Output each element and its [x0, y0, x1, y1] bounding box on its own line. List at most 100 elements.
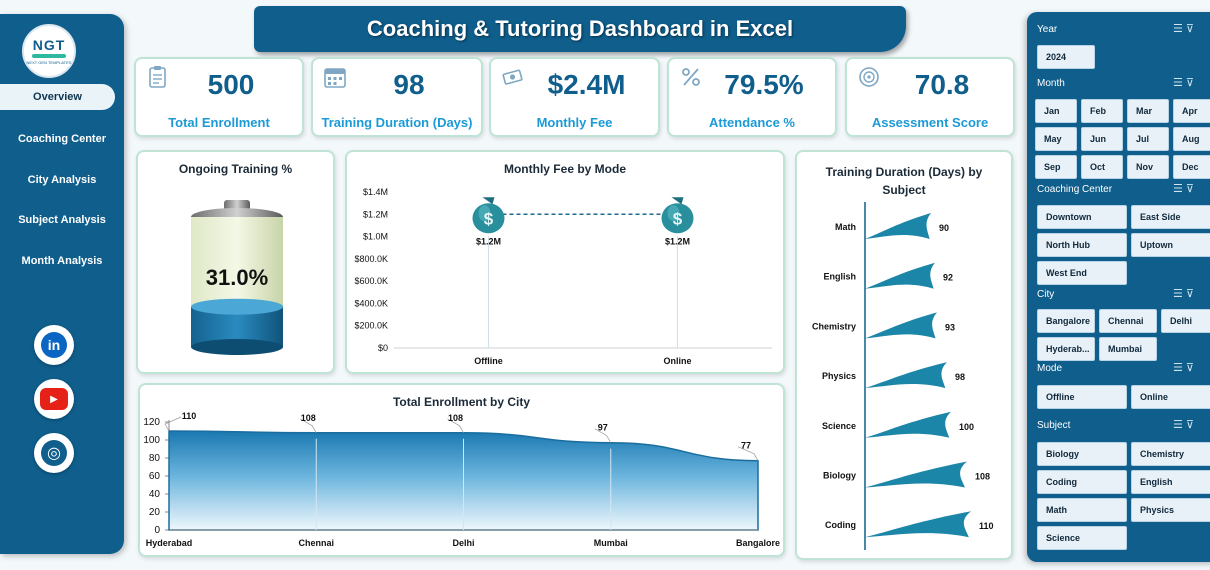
slicer-center-east-side[interactable]: East Side — [1131, 205, 1210, 229]
website-button[interactable]: ◎ — [34, 433, 74, 473]
slicer-month-jul[interactable]: Jul — [1127, 127, 1169, 151]
duration-bar — [865, 461, 967, 488]
kpi-value: 500 — [207, 69, 255, 100]
duration-bar — [865, 312, 937, 339]
battery-gauge: 31.0% — [191, 200, 283, 355]
x-tick-label: Delhi — [452, 538, 474, 548]
duration-bar — [865, 511, 971, 538]
data-label: 97 — [598, 423, 608, 433]
data-label: 92 — [943, 273, 953, 283]
slicer-city-chennai[interactable]: Chennai — [1099, 309, 1157, 333]
slicer-panel: Year ☰ ⊽ 2024 Month ☰ ⊽ Jan Feb Mar Apr May J… — [1027, 12, 1210, 562]
data-label: 110 — [182, 411, 197, 421]
globe-icon: ◎ — [41, 440, 67, 466]
y-tick-label: $1.0M — [363, 232, 388, 242]
kpi-total-enrollment: 500 Total Enrollment — [134, 57, 304, 137]
data-label: 108 — [301, 413, 316, 423]
data-label: 77 — [741, 441, 751, 451]
x-tick-label: Mumbai — [594, 538, 628, 548]
svg-text:$: $ — [484, 209, 494, 228]
category-label: Coding — [825, 520, 856, 530]
y-tick-label: 100 — [143, 435, 160, 446]
duration-bar — [865, 411, 951, 438]
multiselect-filter-icon[interactable]: ☰ ⊽ — [1173, 183, 1194, 195]
data-label: 108 — [975, 472, 990, 482]
slicer-subject-math[interactable]: Math — [1037, 498, 1127, 522]
slicer-city-delhi[interactable]: Delhi — [1161, 309, 1210, 333]
multiselect-filter-icon[interactable]: ☰ ⊽ — [1173, 77, 1194, 89]
nav-subject-analysis[interactable]: Subject Analysis — [18, 214, 106, 226]
slicer-center-uptown[interactable]: Uptown — [1131, 233, 1210, 257]
nav-overview[interactable]: Overview — [0, 84, 115, 110]
nav-city-analysis[interactable]: City Analysis — [27, 174, 97, 186]
x-tick-label: Hyderabad — [146, 538, 193, 548]
x-tick-label: Online — [663, 356, 691, 366]
y-tick-label: $400.0K — [354, 298, 388, 308]
multiselect-filter-icon[interactable]: ☰ ⊽ — [1173, 288, 1194, 300]
nav-month-analysis[interactable]: Month Analysis — [21, 255, 103, 267]
kpi-assessment-score: 70.8 Assessment Score — [845, 57, 1015, 137]
slicer-city-mumbai[interactable]: Mumbai — [1099, 337, 1157, 361]
ongoing-training-card: Ongoing Training % 31.0% — [136, 150, 335, 374]
nav-coaching-center[interactable]: Coaching Center — [17, 133, 106, 145]
slicer-month-may[interactable]: May — [1035, 127, 1077, 151]
slicer-subject-english[interactable]: English — [1131, 470, 1210, 494]
data-label: 100 — [959, 422, 974, 432]
slicer-city-bangalore[interactable]: Bangalore — [1037, 309, 1095, 333]
kpi-value: 98 — [393, 69, 425, 100]
slicer-center-west-end[interactable]: West End — [1037, 261, 1127, 285]
youtube-button[interactable]: ▶ — [34, 379, 74, 419]
slicer-month-mar[interactable]: Mar — [1127, 99, 1169, 123]
slicer-month-sep[interactable]: Sep — [1035, 155, 1077, 179]
slicer-center-downtown[interactable]: Downtown — [1037, 205, 1127, 229]
multiselect-filter-icon[interactable]: ☰ ⊽ — [1173, 362, 1194, 374]
y-tick-label: $1.4M — [363, 187, 388, 197]
slicer-city-label: City — [1037, 289, 1055, 300]
slicer-mode-label: Mode — [1037, 363, 1063, 374]
y-tick-label: $800.0K — [354, 254, 388, 264]
y-tick-label: 20 — [149, 507, 161, 518]
linkedin-button[interactable]: in — [34, 325, 74, 365]
x-tick-label: Offline — [474, 356, 503, 366]
logo-subtext: NEXT GEN TEMPLATES — [26, 60, 72, 65]
slicer-subject-coding[interactable]: Coding — [1037, 470, 1127, 494]
score-icon — [859, 67, 879, 87]
slicer-month-nov[interactable]: Nov — [1127, 155, 1169, 179]
slicer-subject-biology[interactable]: Biology — [1037, 442, 1127, 466]
youtube-icon: ▶ — [40, 388, 68, 410]
slicer-month-jan[interactable]: Jan — [1035, 99, 1077, 123]
slicer-mode-offline[interactable]: Offline — [1037, 385, 1127, 409]
kpi-monthly-fee: $2.4M Monthly Fee — [489, 57, 660, 137]
data-label: $1.2M — [476, 236, 501, 246]
kpi-training-duration: 98 Training Duration (Days) — [311, 57, 483, 137]
slicer-mode-online[interactable]: Online — [1131, 385, 1210, 409]
slicer-month-oct[interactable]: Oct — [1081, 155, 1123, 179]
slicer-center-north-hub[interactable]: North Hub — [1037, 233, 1127, 257]
slicer-month-dec[interactable]: Dec — [1173, 155, 1210, 179]
slicer-month-apr[interactable]: Apr — [1173, 99, 1210, 123]
label-leader — [300, 418, 317, 433]
enrollment-city-card: Total Enrollment by City 0 20 40 60 80 100 120… — [138, 383, 785, 557]
slicer-month-feb[interactable]: Feb — [1081, 99, 1123, 123]
slicer-month-jun[interactable]: Jun — [1081, 127, 1123, 151]
kpi-label: Attendance % — [709, 115, 795, 130]
y-tick-label: 60 — [149, 471, 161, 482]
multiselect-filter-icon[interactable]: ☰ ⊽ — [1173, 419, 1194, 431]
slicer-month-aug[interactable]: Aug — [1173, 127, 1210, 151]
slicer-subject-science[interactable]: Science — [1037, 526, 1127, 550]
data-label: 108 — [448, 413, 463, 423]
kpi-label: Assessment Score — [871, 115, 989, 130]
multiselect-filter-icon[interactable]: ☰ ⊽ — [1173, 23, 1194, 35]
y-tick-label: 120 — [143, 417, 160, 428]
category-label: English — [823, 272, 856, 282]
duration-bar — [865, 213, 931, 239]
label-leader — [447, 418, 464, 433]
slicer-year-2024[interactable]: 2024 — [1037, 45, 1095, 69]
dashboard-title-bar: Coaching & Tutoring Dashboard in Excel — [254, 6, 906, 52]
monthly-fee-title: Monthly Fee by Mode — [503, 162, 626, 176]
slicer-subject-physics[interactable]: Physics — [1131, 498, 1210, 522]
category-label: Biology — [823, 471, 856, 481]
slicer-subject-chemistry[interactable]: Chemistry — [1131, 442, 1210, 466]
kpi-value: $2.4M — [547, 69, 626, 100]
slicer-city-hyderab[interactable]: Hyderab... — [1037, 337, 1095, 361]
